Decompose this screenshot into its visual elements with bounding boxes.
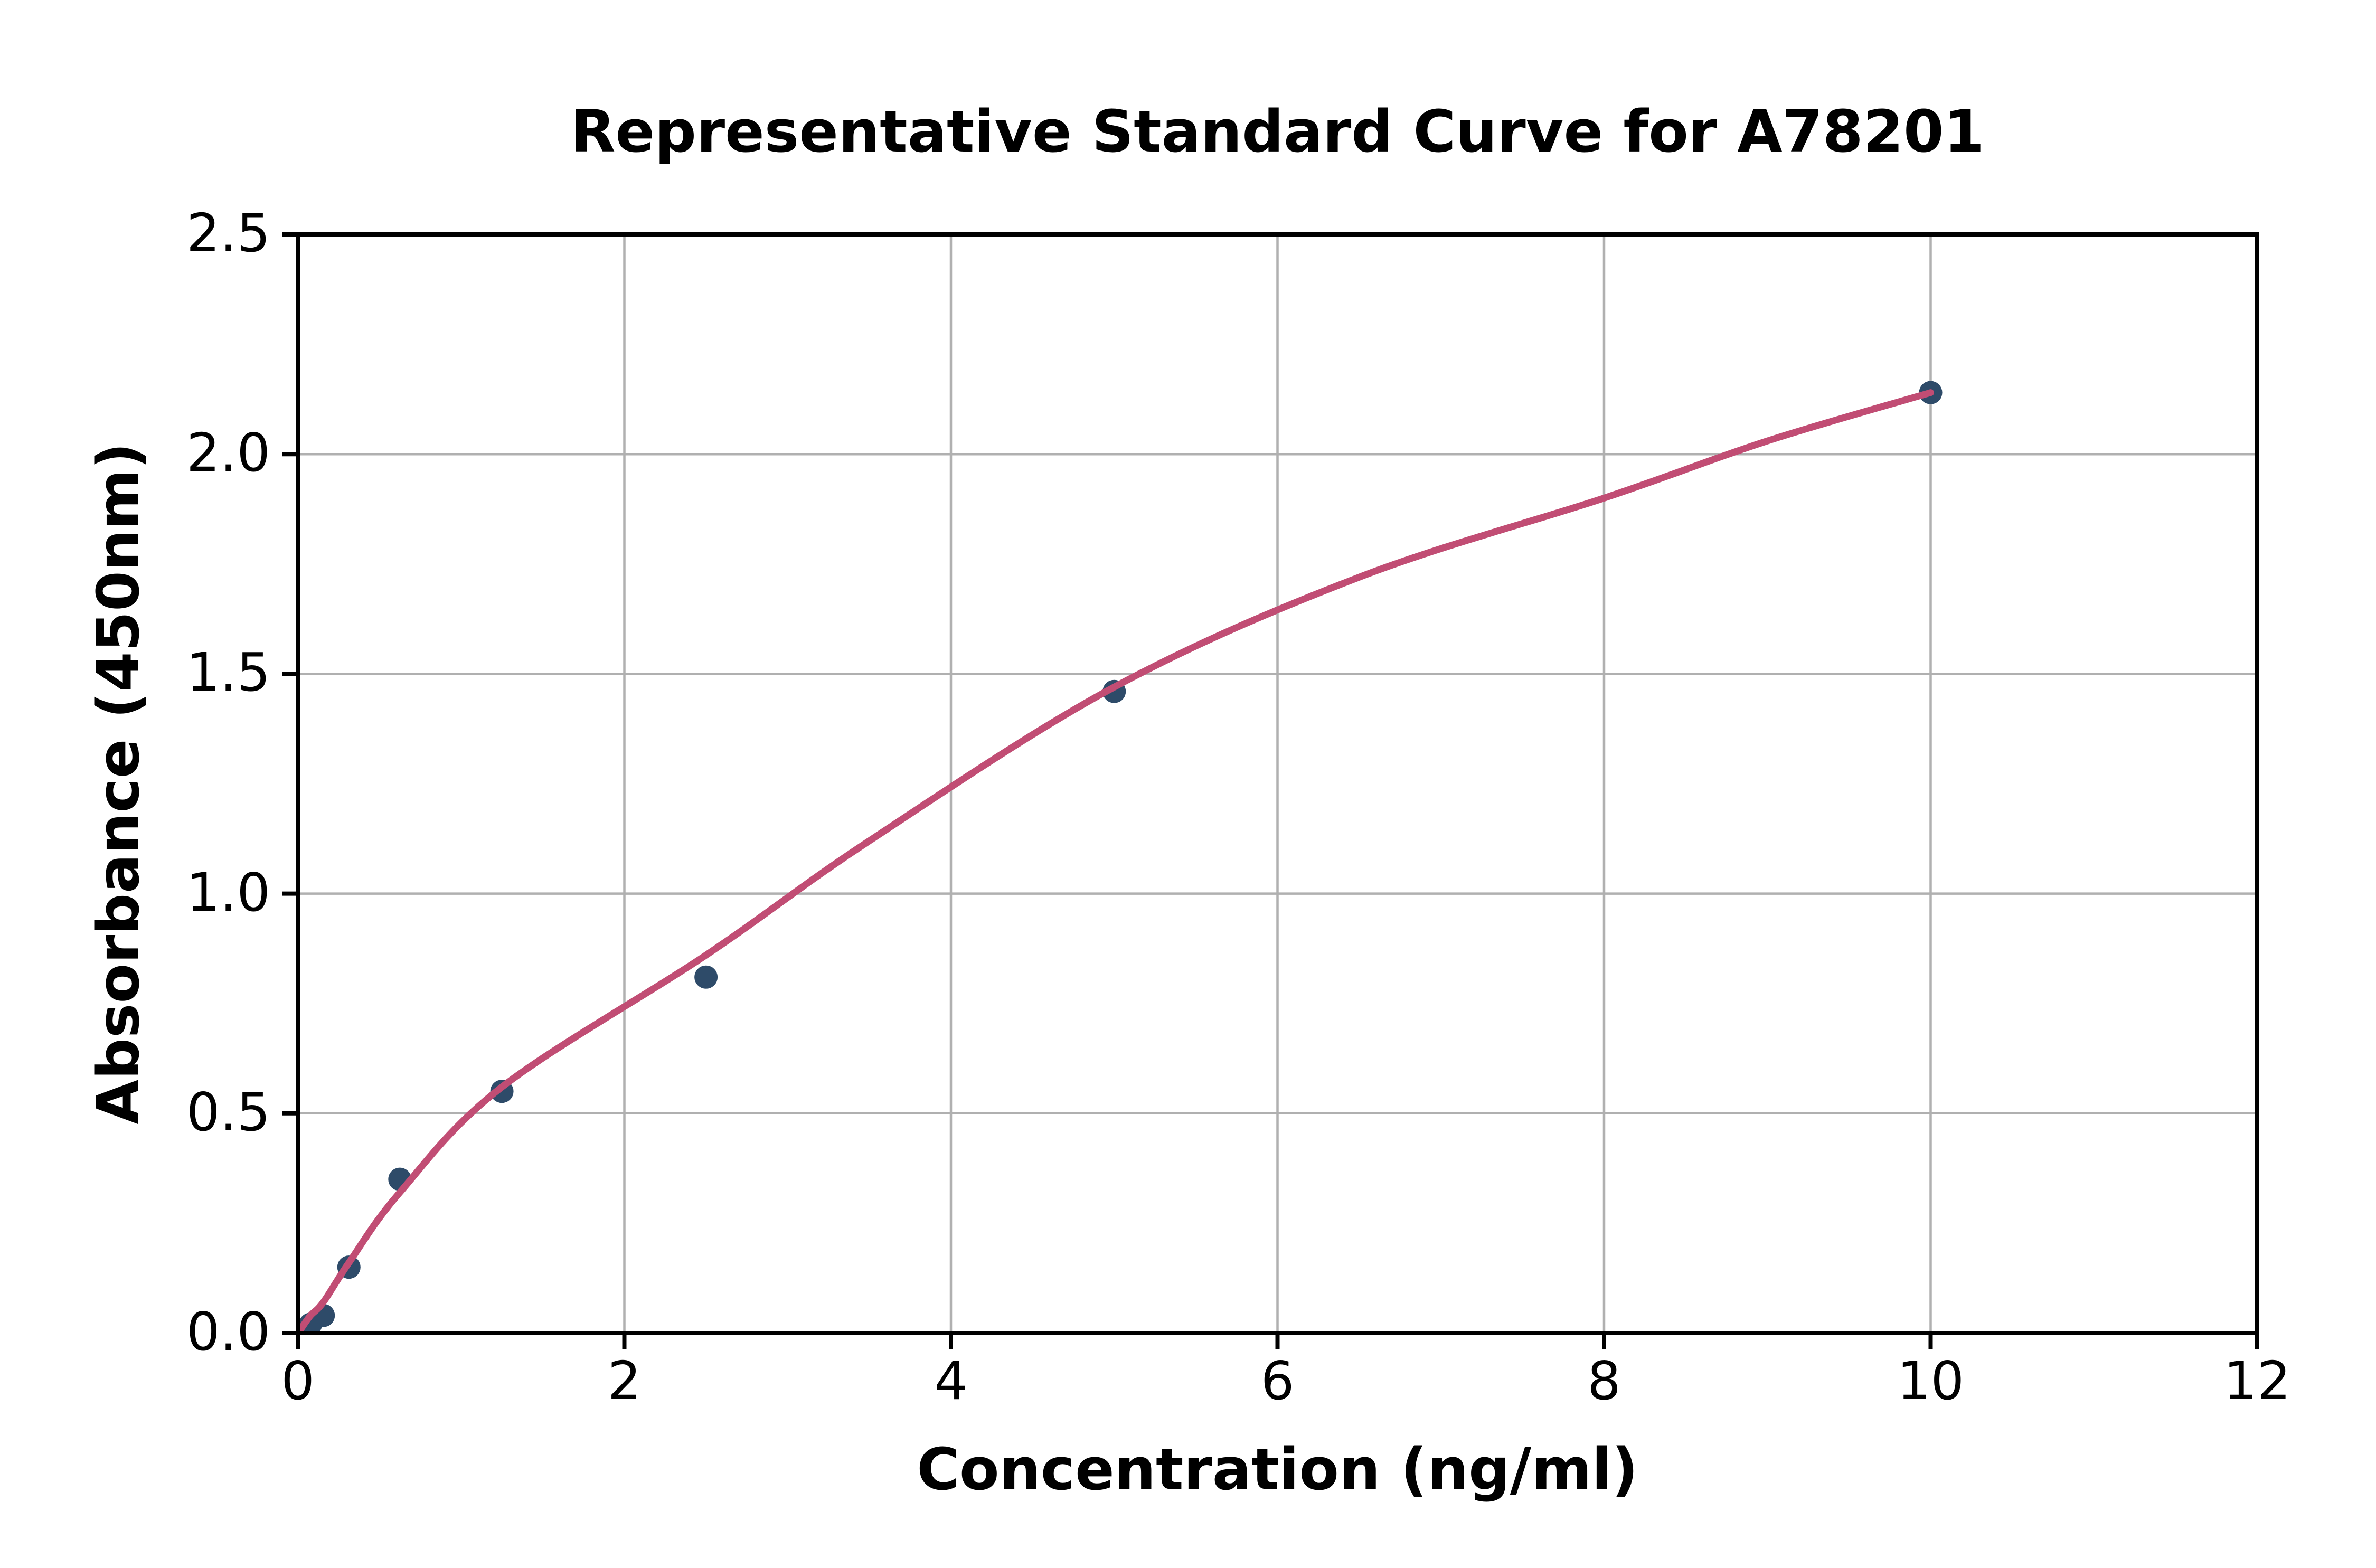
fitted-curve [298, 389, 1934, 1333]
y-tick-label: 1.5 [186, 641, 270, 704]
x-tick-label: 10 [1897, 1350, 1965, 1412]
y-tick-label: 0.5 [186, 1081, 270, 1143]
x-axis-label: Concentration (ng/ml) [917, 1435, 1638, 1503]
chart-title: Representative Standard Curve for A78201 [570, 98, 1985, 165]
axes-spines [296, 232, 2259, 1335]
x-tick-label: 0 [281, 1350, 315, 1412]
x-tick-label: 2 [607, 1350, 642, 1412]
y-tick-label: 0.0 [186, 1301, 270, 1363]
y-tick-label: 2.5 [186, 202, 270, 264]
data-point-marker [694, 965, 718, 989]
y-tick-label: 2.0 [186, 422, 270, 484]
x-tick-label: 6 [1260, 1350, 1295, 1412]
x-tick-label: 12 [2223, 1350, 2291, 1412]
x-tick-label: 4 [934, 1350, 968, 1412]
y-tick-label: 1.0 [186, 861, 270, 923]
x-tick-label: 8 [1587, 1350, 1621, 1412]
